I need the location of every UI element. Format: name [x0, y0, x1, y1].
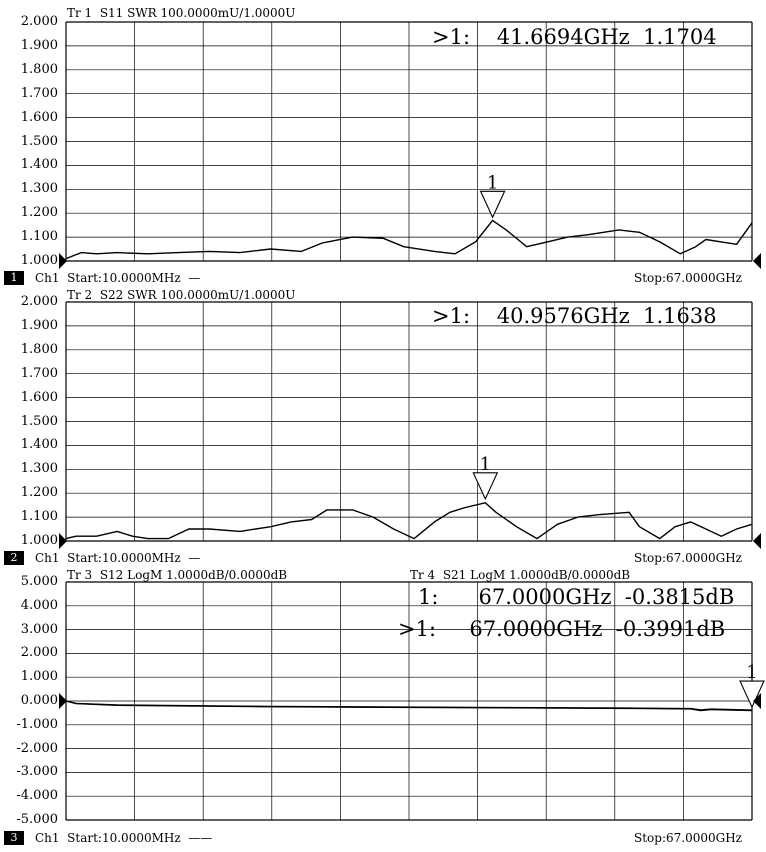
trace-title[interactable]: Tr 1 S11 SWR 100.0000mU/1.0000U	[67, 6, 296, 20]
sweep-stop-label: Stop:67.0000GHz	[634, 831, 742, 845]
y-axis-label: 1.400	[20, 157, 58, 173]
y-axis-label: 1.400	[20, 437, 58, 453]
sweep-start-label: Ch1 Start:10.0000MHz —	[35, 551, 201, 565]
marker-number: 1	[487, 172, 498, 193]
y-axis-label: 1.000	[20, 669, 58, 685]
trace-s22	[65, 502, 753, 540]
y-axis-label: 1.300	[20, 461, 58, 477]
reference-left-arrow-icon[interactable]	[59, 253, 67, 269]
reference-right-arrow-icon[interactable]	[753, 533, 761, 549]
y-axis-label: 1.500	[20, 413, 58, 429]
y-axis-label: 4.000	[20, 597, 58, 613]
y-axis-label: 1.200	[20, 205, 58, 221]
y-axis-label: 1.900	[20, 37, 58, 53]
trace-title[interactable]: Tr 2 S22 SWR 100.0000mU/1.0000U	[67, 288, 296, 302]
y-axis-label: -2.000	[16, 740, 58, 756]
y-axis-label: 1.700	[20, 365, 58, 381]
trace-s21	[65, 700, 753, 712]
y-axis-label: 0.000	[20, 693, 58, 708]
marker-number: 1	[746, 662, 757, 683]
y-axis-label: 2.000	[20, 294, 58, 309]
reference-right-arrow-icon[interactable]	[753, 253, 761, 269]
y-axis-label: 1.800	[20, 61, 58, 77]
reference-left-arrow-icon[interactable]	[59, 533, 67, 549]
sweep-stop-label: Stop:67.0000GHz	[634, 271, 742, 285]
y-axis-label: 1.100	[20, 229, 58, 245]
y-axis-label: 1.700	[20, 85, 58, 101]
y-axis-label: 1.000	[20, 533, 58, 548]
y-axis-label: 1.900	[20, 317, 58, 333]
y-axis-label: -4.000	[16, 788, 58, 804]
plot-panel-3: 1	[59, 581, 765, 821]
channel-number-badge[interactable]: 2	[4, 551, 24, 565]
plot-panel-1: 1	[59, 21, 761, 269]
y-axis-label: 3.000	[20, 621, 58, 637]
reference-right-arrow-icon[interactable]	[753, 693, 761, 709]
y-axis-label: 1.200	[20, 485, 58, 501]
channel-number-badge[interactable]: 3	[4, 831, 24, 845]
marker-triangle-icon[interactable]	[739, 680, 765, 709]
y-axis-label: 2.000	[20, 645, 58, 661]
y-axis-label: 1.600	[20, 389, 58, 405]
y-axis-label: -5.000	[16, 812, 58, 827]
marker-readout: 1: 67.0000GHz -0.3815dB	[418, 585, 735, 609]
y-axis-label: 1.300	[20, 181, 58, 197]
trace-s11	[65, 219, 753, 260]
reference-left-arrow-icon[interactable]	[59, 693, 67, 709]
y-axis-label: -3.000	[16, 764, 58, 780]
marker-triangle-icon[interactable]	[479, 190, 506, 219]
marker-readout: >1: 40.9576GHz 1.1638	[432, 304, 717, 328]
sweep-start-label: Ch1 Start:10.0000MHz —	[35, 271, 201, 285]
y-axis-label: 1.500	[20, 133, 58, 149]
sweep-stop-label: Stop:67.0000GHz	[634, 551, 742, 565]
trace-title[interactable]: Tr 3 S12 LogM 1.0000dB/0.0000dB	[67, 568, 288, 582]
sweep-start-label: Ch1 Start:10.0000MHz ——	[35, 831, 213, 845]
channel-number-badge[interactable]: 1	[4, 271, 24, 285]
y-axis-label: -1.000	[16, 716, 58, 732]
marker-readout: >1: 41.6694GHz 1.1704	[432, 25, 717, 49]
y-axis-label: 1.800	[20, 341, 58, 357]
y-axis-label: 1.000	[20, 253, 58, 268]
y-axis-label: 1.100	[20, 509, 58, 525]
y-axis-label: 2.000	[20, 14, 58, 29]
trace-title-secondary[interactable]: Tr 4 S21 LogM 1.0000dB/0.0000dB	[410, 568, 631, 582]
plot-panel-2: 1	[59, 301, 761, 549]
marker-readout: >1: 67.0000GHz -0.3991dB	[398, 617, 726, 641]
marker-number: 1	[480, 454, 491, 475]
y-axis-label: 5.000	[20, 574, 58, 589]
y-axis-label: 1.600	[20, 109, 58, 125]
marker-triangle-icon[interactable]	[472, 472, 499, 501]
